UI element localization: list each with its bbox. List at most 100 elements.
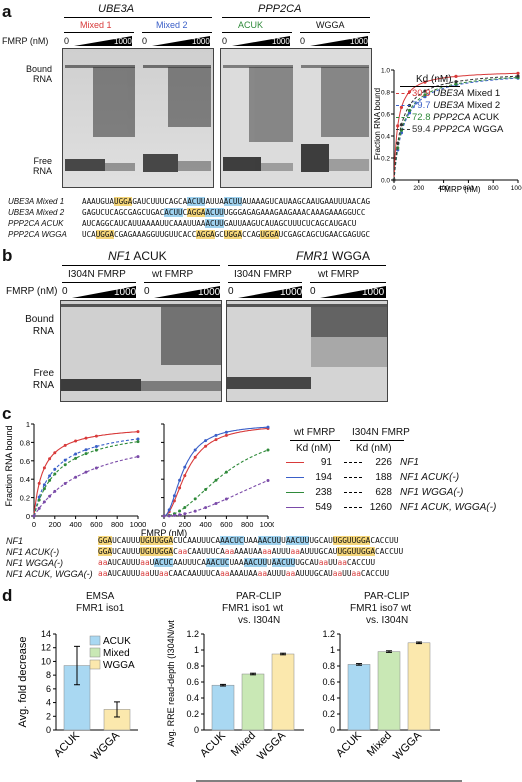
- plot-c-point: [224, 470, 228, 474]
- sequence-c-2: aaAUCAUUUaaUACUCAAUUUCAAACUCUAAAACUUUAAC…: [98, 558, 376, 567]
- bar-chart-ytick: 1: [194, 645, 199, 655]
- bar-chart-ytick: 0.2: [322, 709, 335, 719]
- bar-category-label: Mixed: [365, 730, 394, 759]
- legend-c-wt-kd: 238: [315, 487, 332, 498]
- bar-legend-label: Mixed: [103, 648, 130, 659]
- sequence-a-0: AAAUGUAUGGAGAUCUUUCAGCAACUUAUUAACUUAUAAA…: [82, 197, 371, 206]
- plot-a-point: [454, 82, 458, 86]
- lane-wgga: WGGA: [316, 20, 345, 30]
- plot-c-point: [204, 444, 208, 448]
- bar: [407, 642, 431, 731]
- legend-c-name: NF1: [400, 457, 419, 468]
- plot-a-legend-name: ACUK: [472, 112, 500, 123]
- sequence-c-1: GGAUCAUUUUGUUGGACaaCAAUUUCAaaAAAUAAaaAUU…: [98, 547, 404, 556]
- bar: [211, 684, 235, 731]
- legend-c-wt-kd: 194: [315, 472, 332, 483]
- plot-c-xtick: 1000: [130, 520, 147, 529]
- panel-a-letter: a: [2, 2, 12, 21]
- bar: [347, 664, 371, 731]
- plot-c-point: [53, 467, 57, 471]
- plot-c-point: [172, 499, 176, 503]
- bar-chart-ytick: 12: [41, 643, 51, 653]
- legend-c-mut-kd: 188: [375, 472, 392, 483]
- plot-c-point: [63, 481, 67, 485]
- plot-a-xlabel: FMRP (nM): [439, 185, 481, 194]
- plot-a-point: [454, 80, 458, 84]
- plot-a-legend-gene: UBE3A: [433, 88, 465, 99]
- bar-chart-ytick: 1.2: [186, 629, 199, 639]
- gel-image-fmr1: [226, 300, 388, 402]
- plot-a-point: [423, 89, 427, 93]
- lane-mixed2: Mixed 2: [156, 20, 188, 30]
- plot-c-point: [84, 470, 88, 474]
- legend-c-mut-kd: 1260: [369, 502, 392, 513]
- plot-c-point: [193, 497, 197, 501]
- plot-a-legend-gene: PPP2CA: [433, 124, 471, 135]
- bar-legend-label: WGGA: [103, 660, 135, 671]
- lane-b-wt-1: wt FMRP: [152, 269, 194, 280]
- plot-a-ytick: 0.2: [381, 156, 390, 163]
- plot-c-legend-row: 194 188 NF1 ACUK(-): [286, 473, 459, 483]
- sequence-a-2: AUCAGGCAUCAUUAAAAUUCAAAUUAAACUUGAUUAAGUC…: [82, 219, 357, 228]
- plot-c-xtick: 600: [220, 520, 233, 529]
- plot-c-point: [162, 514, 166, 518]
- bar: [241, 673, 265, 731]
- plot-c-point: [266, 425, 270, 429]
- sequence-a-3: UCAUGGACGAGAAAGGUUGUUCACCAGGAGCUGGACCAGU…: [82, 230, 371, 239]
- plot-a-legend-kd: 79.7: [412, 100, 431, 111]
- bar-chart-ytick: 10: [41, 656, 51, 666]
- plot-c-xtick: 800: [241, 520, 254, 529]
- bar-chart-ylabel: Avg. RRE read-depth (I304N/wt): [166, 620, 176, 747]
- plot-a-point: [516, 74, 520, 78]
- plot-a-point: [516, 71, 520, 75]
- plot-c-point: [94, 444, 98, 448]
- plot-c-point: [224, 497, 228, 501]
- plot-c-point: [32, 514, 36, 518]
- lane-b-i304n-2: I304N FMRP: [234, 269, 292, 280]
- plot-a-legend-gene: PPP2CA: [433, 112, 471, 123]
- plot-c-point: [74, 475, 78, 479]
- plot-a-legend-name: Mixed 1: [466, 88, 501, 99]
- panel-c-plots: Fraction RNA bound 0 0.2 0.4 0.6 0.8 1 0 200 400…: [4, 420, 274, 538]
- plot-a-xtick: 400: [438, 185, 449, 192]
- plot-a-legend-row: 72.8 PPP2CA ACUK: [396, 113, 499, 123]
- plot-c-point: [178, 513, 182, 517]
- plot-c-point: [193, 455, 197, 459]
- chart1-sub: FMR1 iso1: [76, 603, 125, 614]
- chart2-sub2: vs. I304N: [238, 615, 281, 626]
- plot-c-xlabel: FMRP (nM): [141, 528, 187, 538]
- plot-a-ytick: 0.0: [381, 178, 390, 185]
- bar-chart-ytick: 2: [46, 711, 51, 721]
- seq-label-a-2: PPP2CA ACUK: [8, 219, 64, 228]
- plot-c-point: [136, 440, 140, 444]
- lane-b-wt-2: wt FMRP: [318, 269, 360, 280]
- plot-a-legend-name: WGGA: [473, 124, 504, 135]
- plot-a-xtick: 600: [463, 185, 474, 192]
- plot-a-xtick: 200: [413, 185, 424, 192]
- plot-a-point: [396, 124, 400, 128]
- panel-d-letter: d: [2, 586, 13, 605]
- legend-c-wt-kd: 549: [315, 502, 332, 513]
- lane-acuk: ACUK: [238, 20, 264, 30]
- legend-c-mut-kd: 226: [375, 457, 392, 468]
- bar: [377, 651, 401, 731]
- bar-category-label: Mixed: [229, 730, 258, 759]
- bar: [271, 653, 295, 731]
- plot-c-point: [63, 463, 67, 467]
- plot-c-point: [53, 489, 57, 493]
- plot-c-point: [193, 448, 197, 452]
- bar-chart-ylabel: Avg. fold decrease: [17, 637, 29, 728]
- plot-c-ytick: 1: [26, 420, 30, 429]
- plot-c-ylabel: Fraction RNA bound: [4, 425, 14, 506]
- legend-c-mut-kd: 628: [375, 487, 392, 498]
- plot-c-legend-row: 91 226 NF1: [286, 458, 419, 468]
- bar-chart-ytick: 0: [194, 725, 199, 735]
- legend-c-wt: wt FMRP: [294, 427, 336, 438]
- fmrp-nm-label-b: FMRP (nM): [6, 286, 58, 297]
- panel-c-letter: c: [2, 404, 12, 423]
- plot-c-point: [136, 437, 140, 441]
- plot-c-xtick: 0: [162, 520, 166, 529]
- plot-a-ytick: 1.0: [381, 68, 390, 75]
- bar-legend-swatch: [89, 635, 101, 646]
- plot-c-point: [48, 474, 52, 478]
